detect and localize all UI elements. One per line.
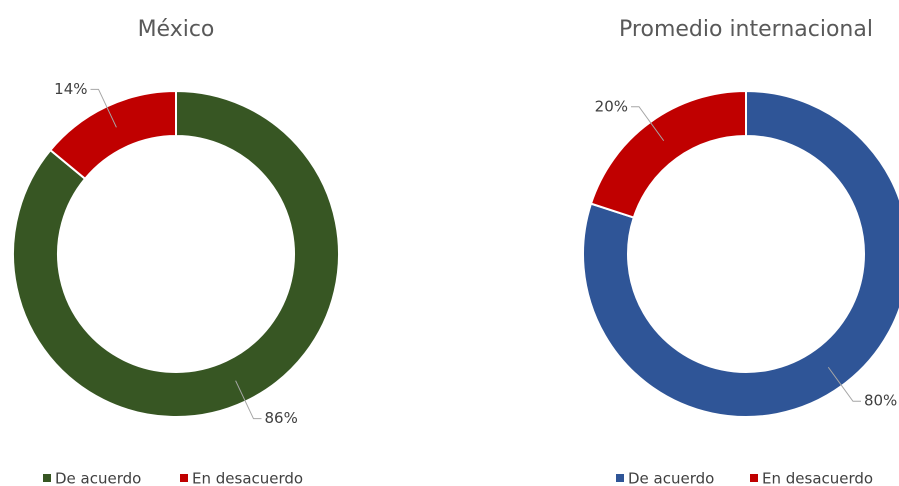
data-label: 86% — [264, 409, 297, 427]
data-label: 80% — [864, 392, 897, 410]
legend-marker — [750, 474, 758, 482]
legend-label: De acuerdo — [628, 470, 714, 486]
legend-label: De acuerdo — [55, 470, 141, 486]
data-label: 14% — [54, 80, 87, 98]
legend-marker — [180, 474, 188, 482]
leader-line — [90, 88, 117, 128]
chart-title: México — [138, 17, 215, 42]
leader-line — [235, 380, 262, 420]
donut-slice — [12, 89, 340, 418]
donut-slice — [589, 89, 747, 219]
donut-slice — [582, 89, 899, 418]
legend-label: En desacuerdo — [762, 470, 873, 486]
legend-label: En desacuerdo — [192, 470, 303, 486]
data-label: 20% — [595, 97, 628, 115]
leader-line — [631, 106, 665, 142]
donut-slice — [48, 89, 177, 181]
legend-marker — [43, 474, 51, 482]
chart-title: Promedio internacional — [619, 17, 873, 42]
legend-marker — [616, 474, 624, 482]
leader-line — [827, 366, 861, 402]
